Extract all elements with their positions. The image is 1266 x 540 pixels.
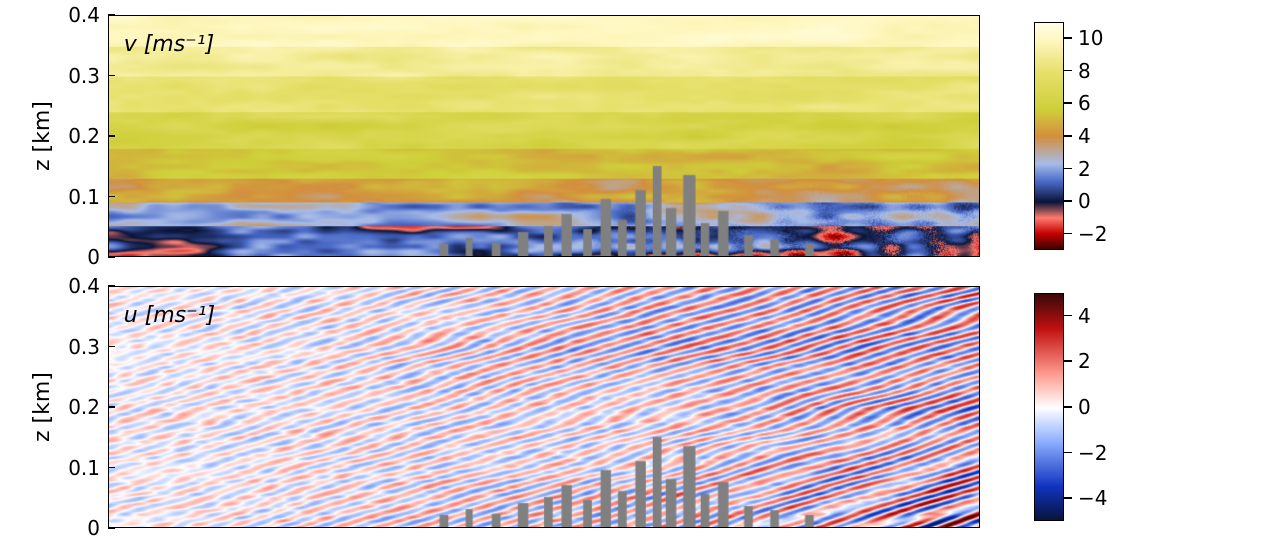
cbar-tick-label: −2 (1078, 441, 1107, 465)
ylabel: z [km] (30, 101, 55, 171)
u_panel-colorbar (1034, 293, 1064, 521)
ytick (108, 75, 115, 77)
cbar-tick (1064, 200, 1072, 202)
ytick (108, 467, 115, 469)
cbar-tick (1064, 406, 1072, 408)
ytick (108, 406, 115, 408)
cbar-tick (1064, 452, 1072, 454)
ytick-label: 0.1 (68, 185, 100, 209)
ytick-label: 0.2 (68, 395, 100, 419)
ytick (108, 527, 115, 529)
cbar-tick (1064, 37, 1072, 39)
v_panel (108, 15, 980, 257)
ytick-label: 0 (87, 245, 100, 269)
cbar-tick-label: 4 (1078, 304, 1091, 328)
ytick-label: 0.3 (68, 335, 100, 359)
u_panel-title: u [ms⁻¹] (124, 303, 215, 328)
cbar-tick-label: 4 (1078, 124, 1091, 148)
v_panel-colorbar (1034, 22, 1064, 250)
ytick (108, 256, 115, 258)
cbar-tick (1064, 70, 1072, 72)
ytick (108, 285, 115, 287)
cbar-tick-label: 0 (1078, 189, 1091, 213)
cbar-tick-label: 2 (1078, 349, 1091, 373)
cbar-tick-label: −2 (1078, 222, 1107, 246)
ytick-label: 0 (87, 516, 100, 540)
cbar-tick (1064, 233, 1072, 235)
cbar-tick-label: 8 (1078, 59, 1091, 83)
ytick (108, 14, 115, 16)
cbar-tick-label: 10 (1078, 26, 1103, 50)
cbar-tick-label: −4 (1078, 486, 1107, 510)
cbar-tick (1064, 360, 1072, 362)
cbar-tick (1064, 497, 1072, 499)
u_panel (108, 286, 980, 528)
cbar-tick (1064, 168, 1072, 170)
ylabel: z [km] (30, 372, 55, 442)
ytick-label: 0.2 (68, 124, 100, 148)
v_panel-title: v [ms⁻¹] (124, 32, 215, 57)
ytick (108, 135, 115, 137)
cbar-tick-label: 0 (1078, 395, 1091, 419)
cbar-tick (1064, 315, 1072, 317)
cbar-tick-label: 2 (1078, 157, 1091, 181)
ytick-label: 0.1 (68, 456, 100, 480)
ytick-label: 0.3 (68, 64, 100, 88)
ytick (108, 346, 115, 348)
u_panel-canvas (109, 287, 979, 527)
figure: 0 0.1 0.2 0.3 0.4 z [km] v [ms⁻¹] −2 0 2 4 6 8 10 0 0.1… (0, 0, 1266, 540)
cbar-tick (1064, 135, 1072, 137)
ytick (108, 196, 115, 198)
ytick-label: 0.4 (68, 3, 100, 27)
cbar-tick-label: 6 (1078, 91, 1091, 115)
ytick-label: 0.4 (68, 274, 100, 298)
v_panel-canvas (109, 16, 979, 256)
cbar-tick (1064, 102, 1072, 104)
